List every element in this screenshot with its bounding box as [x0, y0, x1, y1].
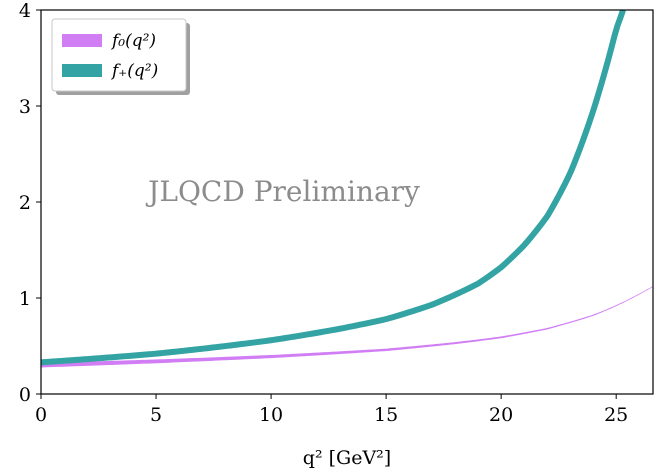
x-tick-label: 10 [259, 404, 283, 426]
series-layer [41, 10, 653, 368]
legend-label: f₊(q²) [110, 61, 158, 81]
legend: f₀(q²) f₊(q²) [51, 18, 190, 95]
y-axis-ticks: 0 1 2 3 4 [19, 0, 41, 406]
legend-swatch [62, 34, 102, 47]
x-tick-label: 15 [374, 404, 398, 426]
y-tick-label: 3 [19, 96, 31, 118]
x-axis-label: q² [GeV²] [303, 447, 391, 469]
series-line-f0 [41, 286, 653, 368]
watermark-label: JLQCD Preliminary [145, 175, 420, 208]
legend-label: f₀(q²) [110, 31, 156, 51]
x-tick-label: 5 [150, 404, 162, 426]
y-tick-label: 2 [19, 192, 31, 214]
series-line-fplus [41, 10, 626, 366]
x-tick-label: 25 [604, 404, 628, 426]
x-tick-label: 20 [489, 404, 513, 426]
y-tick-label: 0 [19, 384, 31, 406]
x-tick-label: 0 [35, 404, 47, 426]
legend-swatch [62, 64, 102, 77]
y-tick-label: 1 [19, 288, 31, 310]
y-tick-label: 4 [19, 0, 31, 22]
x-axis-ticks: 0 5 10 15 20 25 [35, 394, 628, 426]
